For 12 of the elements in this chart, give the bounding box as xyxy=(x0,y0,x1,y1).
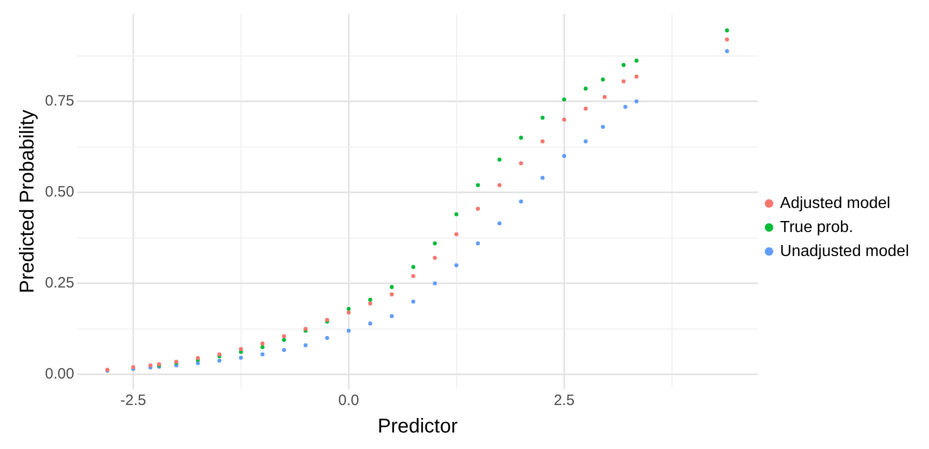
legend-label: Adjusted model xyxy=(780,194,890,212)
legend-label: Unadjusted model xyxy=(780,242,909,260)
y-tick-label: 0.25 xyxy=(44,274,74,292)
legend-label: True prob. xyxy=(780,218,854,236)
x-axis-title: Predictor xyxy=(378,416,458,438)
x-tick-label: -2.5 xyxy=(120,392,146,410)
x-tick-label: 2.5 xyxy=(554,392,575,410)
x-tick-label: 0.0 xyxy=(338,392,360,410)
y-tick-label: 0.00 xyxy=(44,366,74,383)
y-axis-title: Predicted Probability xyxy=(16,110,39,294)
y-tick-label: 0.50 xyxy=(44,184,74,201)
y-tick-label: 0.75 xyxy=(44,92,74,110)
